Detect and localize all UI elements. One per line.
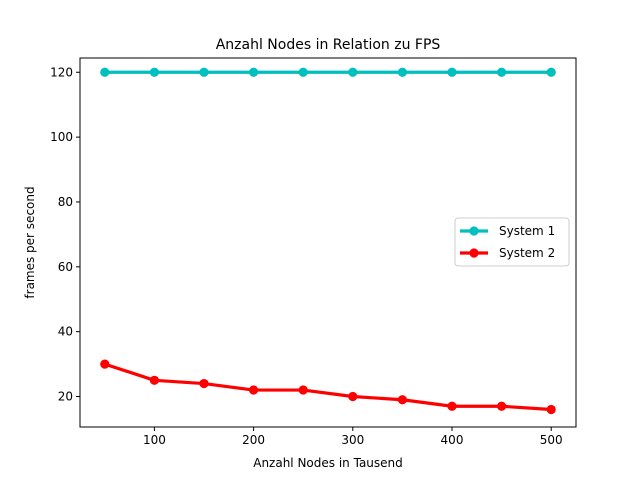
series-2-point [298,385,308,395]
series-2-point [397,395,407,405]
y-tick-label: 40 [58,325,73,339]
series-1-point [100,67,110,77]
series-1-point [447,67,457,77]
chart-title: Anzahl Nodes in Relation zu FPS [216,37,441,53]
series-1-point [149,67,159,77]
series-2-point [497,401,507,411]
legend: System 1 System 2 [454,217,570,267]
x-tick-label: 400 [441,433,464,447]
plot-area [100,67,556,415]
legend-label: System 1 [499,224,555,238]
series-2-point [199,378,209,389]
x-axis: 100 200 300 400 500 [143,427,563,447]
axes-frame [79,57,577,428]
y-tick-label: 100 [50,130,73,144]
series-2-point [348,391,358,402]
series-2-line [103,362,553,412]
legend-marker [469,248,479,258]
series-1-point [199,67,209,77]
x-axis-label: Anzahl Nodes in Tausend [253,456,403,470]
series-2-point [149,375,159,385]
x-tick-label: 500 [540,433,563,447]
series-1-point [249,67,259,77]
series-1-point [397,67,407,77]
series-1-point [298,67,308,77]
series-2-point [447,401,457,411]
series-1-group [100,67,556,77]
series-2-point [546,404,556,415]
series-1-point [348,67,358,77]
series-1-point [497,67,507,77]
y-axis-label: frames per second [23,186,37,298]
y-tick-label: 20 [58,390,73,404]
legend-marker [469,226,479,236]
y-tick-label: 80 [58,195,73,209]
legend-label: System 2 [499,246,555,260]
x-tick-label: 200 [242,433,265,447]
y-tick-label: 60 [58,260,73,274]
x-tick-label: 100 [143,433,166,447]
y-tick-label: 120 [50,65,73,79]
series-2-point [100,359,110,369]
series-1-point [546,67,556,77]
series-2-group [100,359,556,415]
y-axis: 20 40 60 80 100 120 [50,65,80,404]
series-2-point [249,385,259,395]
x-tick-label: 300 [341,433,364,447]
